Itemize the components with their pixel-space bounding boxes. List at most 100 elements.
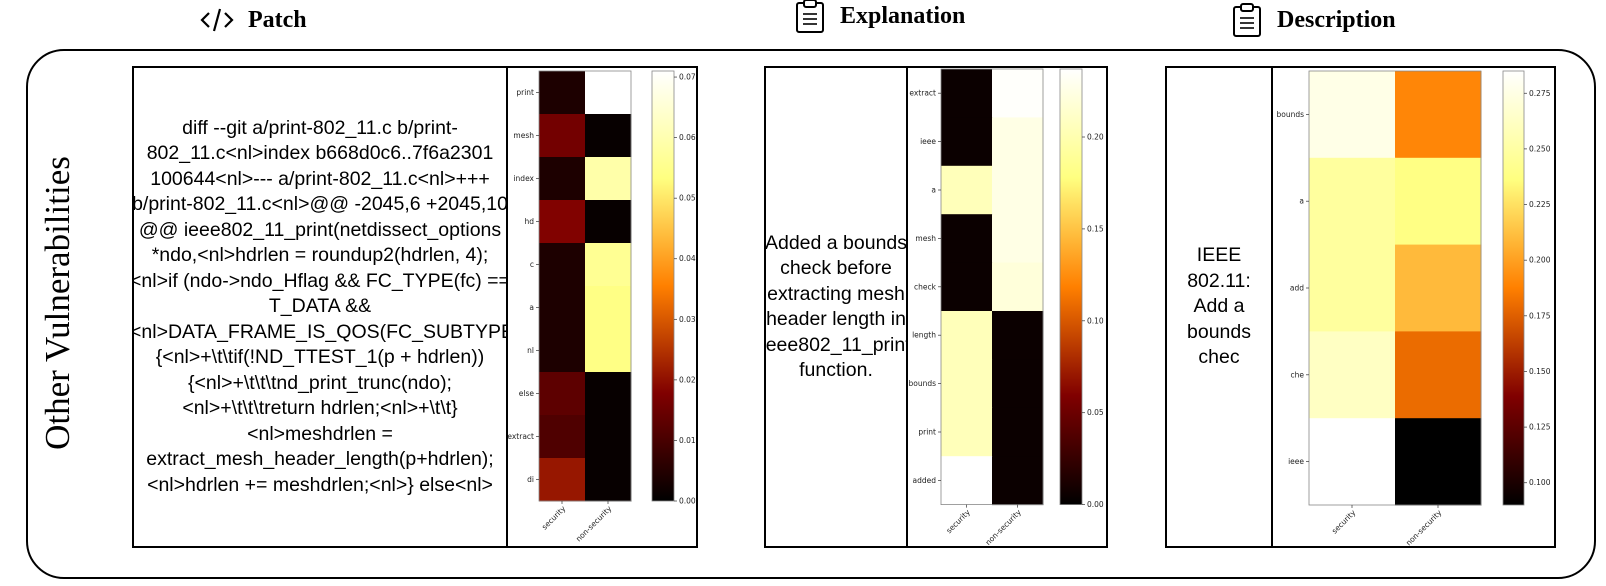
patch-text: diff --git a/print-802_11.c b/print-802_… bbox=[132, 116, 508, 496]
y-tick-label: extract bbox=[508, 432, 534, 441]
heatmap-cell bbox=[992, 262, 1044, 312]
heatmap-cell bbox=[1395, 157, 1482, 246]
colorbar-tick-label: 0.02 bbox=[679, 375, 696, 384]
explanation-heatmap-panel: extract ieee a mesh check length bounds print ad… bbox=[906, 66, 1108, 548]
explanation-text-box: Added a bounds check before extracting m… bbox=[764, 66, 908, 548]
y-tick-label: print bbox=[516, 88, 534, 97]
colorbar-tick-label: 0.150 bbox=[1529, 367, 1551, 376]
y-tick-label: bounds bbox=[1276, 110, 1304, 119]
description-text: IEEE 802.11: Add a bounds chec bbox=[1187, 244, 1251, 369]
colorbar bbox=[1059, 68, 1083, 506]
y-tick-label: a bbox=[1299, 197, 1304, 206]
description-heatmap-panel: bounds a add che ieee security non-security 0.1… bbox=[1271, 66, 1556, 548]
colorbar-tick-label: 0.100 bbox=[1529, 478, 1551, 487]
heatmap-cell bbox=[992, 165, 1044, 215]
colorbar-tick-label: 0.05 bbox=[679, 194, 696, 203]
heatmap-cell bbox=[1309, 157, 1396, 246]
heatmap-cell bbox=[1395, 418, 1482, 506]
heatmap-cell bbox=[585, 415, 632, 459]
heatmap-cell bbox=[539, 415, 586, 459]
heatmap-cell bbox=[992, 359, 1044, 409]
heatmap-cell bbox=[539, 157, 586, 201]
heatmap-cell bbox=[992, 407, 1044, 457]
heatmap-cell bbox=[585, 157, 632, 201]
heatmap-cell bbox=[1309, 244, 1396, 332]
explanation-text: Added a bounds check before extracting m… bbox=[764, 231, 908, 382]
heatmap-cell bbox=[941, 456, 993, 506]
x-tick-label: security bbox=[540, 504, 568, 532]
y-tick-label: a bbox=[529, 303, 534, 312]
heatmap-cell bbox=[539, 71, 586, 115]
heatmap-cell bbox=[992, 69, 1044, 118]
heatmap-cell bbox=[585, 458, 632, 502]
description-heatmap: bounds a add che ieee security non-security 0.1… bbox=[1276, 70, 1551, 547]
heatmap-cell bbox=[1309, 331, 1396, 419]
heatmap-cell bbox=[1395, 331, 1482, 419]
heatmap-cell bbox=[992, 311, 1044, 360]
x-tick-label: non-security bbox=[574, 504, 614, 544]
colorbar-tick-label: 0.275 bbox=[1529, 89, 1551, 98]
x-tick-label: security bbox=[1330, 508, 1358, 536]
x-tick-label: non-security bbox=[983, 507, 1023, 546]
y-tick-label: mesh bbox=[513, 131, 534, 140]
code-icon bbox=[200, 8, 234, 32]
patch-heatmap: print mesh index hd c a nl else extract di securit… bbox=[507, 70, 696, 544]
heatmap-cell bbox=[941, 311, 993, 360]
x-tick-label: security bbox=[944, 507, 972, 535]
colorbar bbox=[651, 70, 675, 502]
description-title: Description bbox=[1277, 6, 1396, 33]
heatmap-cell bbox=[941, 262, 993, 312]
heatmap-cell bbox=[1395, 244, 1482, 332]
heatmap-cell bbox=[539, 329, 586, 373]
y-tick-label: print bbox=[918, 428, 936, 437]
colorbar-tick-label: 0.125 bbox=[1529, 423, 1551, 432]
y-tick-label: add bbox=[1290, 284, 1304, 293]
colorbar-tick-label: 0.07 bbox=[679, 73, 696, 82]
colorbar-tick-label: 0.175 bbox=[1529, 311, 1551, 320]
explanation-title: Explanation bbox=[840, 2, 966, 29]
patch-heatmap-panel: print mesh index hd c a nl else extract di securit… bbox=[506, 66, 698, 548]
y-tick-label: a bbox=[931, 186, 936, 195]
y-tick-label: c bbox=[530, 260, 534, 269]
description-header: Description bbox=[1231, 0, 1396, 40]
heatmap-cell bbox=[992, 117, 1044, 167]
explanation-heatmap: extract ieee a mesh check length bounds print ad… bbox=[908, 68, 1104, 547]
row-label: Other Vulnerabilities bbox=[38, 156, 77, 450]
heatmap-cell bbox=[1395, 71, 1482, 159]
clipboard-icon bbox=[796, 0, 824, 33]
row-frame bbox=[26, 49, 1596, 579]
heatmap-cell bbox=[585, 372, 632, 416]
y-tick-label: hd bbox=[524, 217, 534, 226]
heatmap-cell bbox=[941, 69, 993, 118]
y-tick-label: ieee bbox=[1288, 457, 1304, 466]
colorbar bbox=[1502, 70, 1525, 506]
clipboard-icon bbox=[1233, 3, 1261, 37]
heatmap-cell bbox=[585, 329, 632, 373]
colorbar-tick-label: 0.10 bbox=[1087, 316, 1104, 325]
heatmap-cell bbox=[539, 286, 586, 330]
colorbar-tick-label: 0.03 bbox=[679, 315, 696, 324]
y-tick-label: index bbox=[513, 174, 534, 183]
explanation-header: Explanation bbox=[794, 0, 965, 36]
colorbar-tick-label: 0.04 bbox=[679, 254, 696, 263]
y-tick-label: else bbox=[519, 389, 535, 398]
heatmap-cell bbox=[941, 359, 993, 409]
heatmap-cell bbox=[539, 372, 586, 416]
colorbar-tick-label: 0.200 bbox=[1529, 256, 1551, 265]
heatmap-cell bbox=[992, 456, 1044, 506]
heatmap-cell bbox=[941, 117, 993, 167]
x-tick-label: non-security bbox=[1404, 508, 1444, 546]
patch-title: Patch bbox=[248, 6, 307, 33]
heatmap-cell bbox=[539, 200, 586, 244]
y-tick-label: bounds bbox=[908, 379, 936, 388]
y-tick-label: added bbox=[913, 476, 937, 485]
y-tick-label: nl bbox=[527, 346, 534, 355]
heatmap-cell bbox=[1309, 71, 1396, 159]
patch-header: Patch bbox=[200, 0, 307, 40]
y-tick-label: extract bbox=[909, 89, 936, 98]
colorbar-tick-label: 0.06 bbox=[679, 133, 696, 142]
heatmap-cell bbox=[539, 114, 586, 158]
colorbar-tick-label: 0.15 bbox=[1087, 224, 1104, 233]
y-tick-label: mesh bbox=[915, 234, 936, 243]
colorbar-tick-label: 0.01 bbox=[679, 436, 696, 445]
